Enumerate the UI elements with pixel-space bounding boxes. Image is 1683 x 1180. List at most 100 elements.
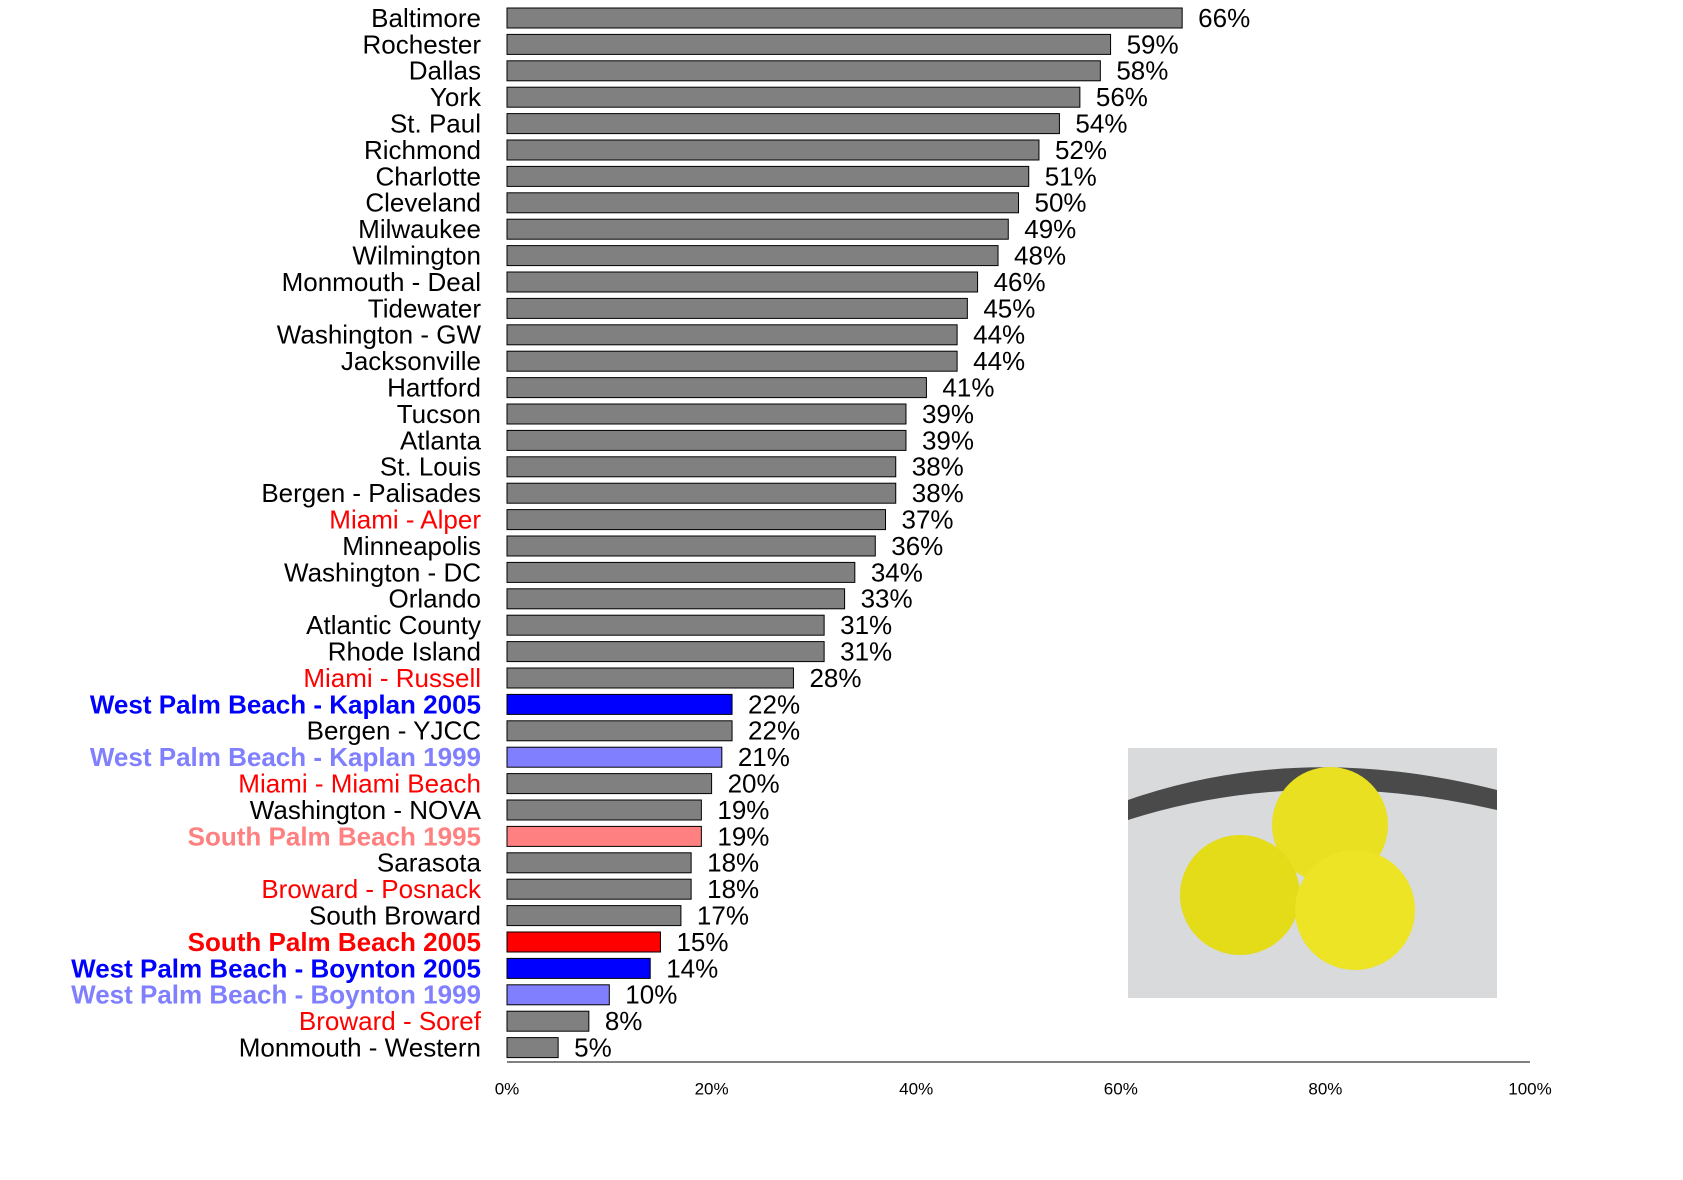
- bar: [506, 799, 702, 821]
- value-label: 44%: [973, 320, 1025, 350]
- value-label: 33%: [861, 584, 913, 614]
- category-label: St. Louis: [380, 452, 481, 482]
- value-label: 28%: [809, 663, 861, 693]
- category-label: Richmond: [364, 135, 481, 165]
- value-label: 66%: [1198, 3, 1250, 33]
- category-label: Wilmington: [352, 240, 481, 270]
- x-tick-label: 60%: [1104, 1079, 1138, 1098]
- bar: [506, 192, 1019, 214]
- category-label: Washington - NOVA: [250, 795, 482, 825]
- x-tick-label: 80%: [1308, 1079, 1342, 1098]
- value-label: 17%: [697, 900, 749, 930]
- category-label: Minneapolis: [342, 531, 481, 561]
- bar: [506, 245, 999, 267]
- value-label: 19%: [717, 821, 769, 851]
- bar: [506, 113, 1060, 135]
- value-label: 38%: [912, 452, 964, 482]
- category-label: Atlantic County: [306, 610, 481, 640]
- category-label: Miami - Russell: [303, 663, 481, 693]
- photo: [1128, 748, 1497, 998]
- bar: [506, 1037, 559, 1059]
- bar: [506, 905, 682, 927]
- category-label: Sarasota: [377, 848, 482, 878]
- bar: [506, 60, 1101, 82]
- category-label: Broward - Soref: [299, 1006, 482, 1036]
- bar: [506, 641, 825, 663]
- category-label: Orlando: [389, 584, 482, 614]
- value-label: 15%: [676, 927, 728, 957]
- category-label: West Palm Beach - Kaplan 2005: [90, 689, 481, 719]
- racket-frame: [1128, 767, 1497, 820]
- bar: [506, 746, 723, 768]
- value-label: 36%: [891, 531, 943, 561]
- bar: [506, 535, 876, 557]
- value-label: 8%: [605, 1006, 643, 1036]
- ball: [1180, 835, 1300, 955]
- category-label: Milwaukee: [358, 214, 481, 244]
- bar: [506, 614, 825, 636]
- value-label: 48%: [1014, 240, 1066, 270]
- value-label: 39%: [922, 399, 974, 429]
- x-tick-label: 20%: [695, 1079, 729, 1098]
- value-label: 20%: [728, 768, 780, 798]
- category-label: Cleveland: [365, 188, 481, 218]
- category-label: West Palm Beach - Boynton 2005: [71, 953, 481, 983]
- bar: [506, 456, 897, 478]
- bar: [506, 931, 661, 953]
- value-label: 41%: [942, 372, 994, 402]
- bar: [506, 588, 846, 610]
- category-label: Washington - DC: [284, 557, 481, 587]
- category-label: St. Paul: [390, 108, 481, 138]
- value-label: 5%: [574, 1032, 612, 1062]
- category-label: Tucson: [397, 399, 481, 429]
- x-tick-label: 100%: [1508, 1079, 1551, 1098]
- bar: [506, 773, 713, 795]
- value-label: 37%: [902, 504, 954, 534]
- bar: [506, 509, 887, 531]
- bar: [506, 429, 907, 451]
- category-label: Rhode Island: [328, 636, 481, 666]
- category-label: Dallas: [409, 56, 481, 86]
- category-label: West Palm Beach - Boynton 1999: [71, 980, 481, 1010]
- bar: [506, 403, 907, 425]
- bar: [506, 377, 927, 399]
- category-label: Monmouth - Deal: [282, 267, 481, 297]
- bar: [506, 324, 958, 346]
- bar: [506, 297, 968, 319]
- value-label: 52%: [1055, 135, 1107, 165]
- category-label: South Broward: [309, 900, 481, 930]
- category-label: Bergen - YJCC: [307, 716, 481, 746]
- value-label: 59%: [1127, 29, 1179, 59]
- value-label: 21%: [738, 742, 790, 772]
- bar: [506, 33, 1112, 55]
- value-label: 38%: [912, 478, 964, 508]
- value-label: 44%: [973, 346, 1025, 376]
- bar: [506, 7, 1183, 29]
- bar: [506, 720, 733, 742]
- value-label: 18%: [707, 874, 759, 904]
- value-label: 46%: [994, 267, 1046, 297]
- bar: [506, 482, 897, 504]
- value-label: 31%: [840, 636, 892, 666]
- category-label: Tidewater: [368, 293, 482, 323]
- category-label: Bergen - Palisades: [261, 478, 481, 508]
- bar: [506, 957, 651, 979]
- value-label: 14%: [666, 953, 718, 983]
- bar: [506, 825, 702, 847]
- category-label: Hartford: [387, 372, 481, 402]
- value-label: 50%: [1035, 188, 1087, 218]
- value-label: 51%: [1045, 161, 1097, 191]
- category-label: Atlanta: [400, 425, 481, 455]
- bar: [506, 561, 856, 583]
- bar: [506, 667, 794, 689]
- bar: [506, 139, 1040, 161]
- ball: [1295, 850, 1415, 970]
- value-label: 22%: [748, 716, 800, 746]
- category-label: York: [430, 82, 482, 112]
- category-label: Monmouth - Western: [239, 1032, 481, 1062]
- value-label: 10%: [625, 980, 677, 1010]
- bar: [506, 165, 1030, 187]
- bar: [506, 350, 958, 372]
